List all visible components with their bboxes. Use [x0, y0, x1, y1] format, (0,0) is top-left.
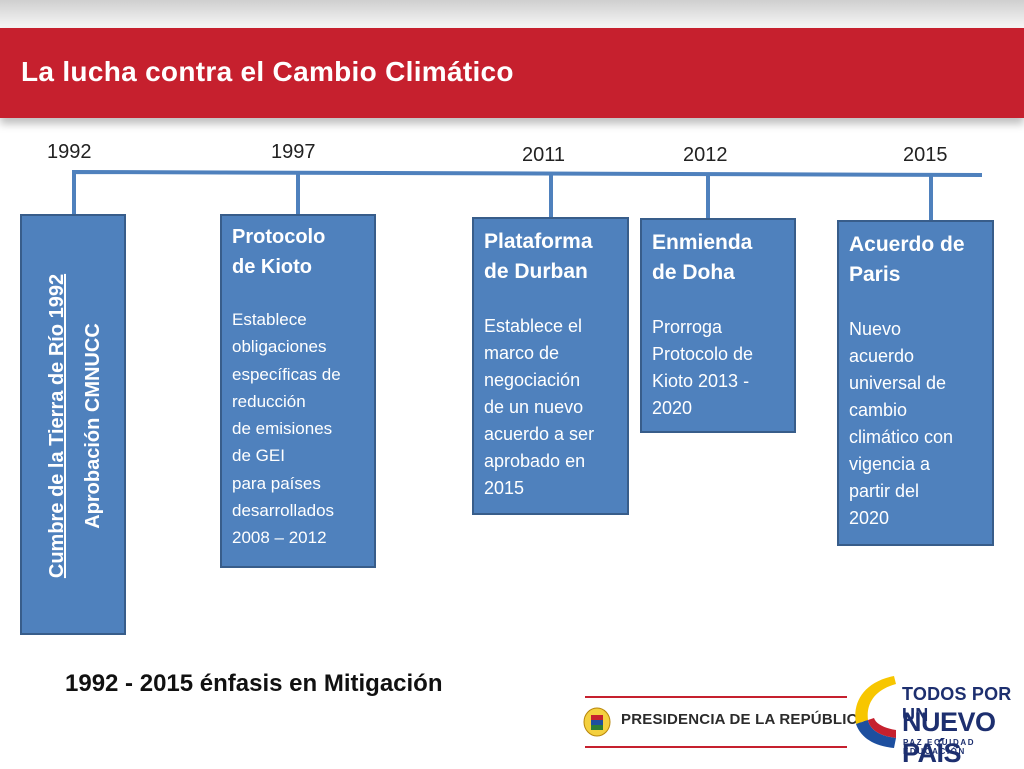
event-2011-title: Plataforma de Durban [484, 230, 593, 283]
logo-tagline: PAZ EQUIDAD EDUCACIÓN [903, 738, 976, 756]
emphasis-caption: 1992 - 2015 énfasis en Mitigación [65, 670, 443, 697]
logo-line-2: NUEVO PAÍS [902, 707, 996, 768]
event-1992-text: Cumbre de la Tierra de Río 1992 Aprobaci… [39, 226, 111, 626]
logo-line-1: TODOS POR UN [902, 684, 1012, 725]
footer-rule-bottom [585, 746, 847, 748]
nuevo-pais-logo-icon [855, 676, 896, 748]
year-1992: 1992 [47, 141, 92, 163]
event-box-2012: Enmienda de Doha Prorroga Protocolo de K… [640, 218, 796, 433]
coat-of-arms-icon [583, 707, 611, 737]
event-1992-title: Cumbre de la Tierra de Río 1992 [46, 273, 68, 579]
presidencia-label: PRESIDENCIA DE LA REPÚBLICA [621, 711, 869, 728]
page-title: La lucha contra el Cambio Climático [21, 56, 514, 87]
year-1997: 1997 [271, 141, 316, 163]
event-box-1992: Cumbre de la Tierra de Río 1992 Aprobaci… [20, 214, 126, 635]
footer-rule-top [585, 696, 847, 698]
timeline-line [72, 169, 983, 215]
event-2011-description: Establece el marco de negociación de un … [484, 316, 595, 498]
year-2015: 2015 [903, 144, 948, 166]
event-box-2015: Acuerdo de Paris Nuevo acuerdo universal… [837, 220, 994, 546]
event-2015-description: Nuevo acuerdo universal de cambio climát… [849, 319, 954, 528]
event-1992-subtitle: Aprobación CMNUCC [82, 323, 104, 529]
title-banner: La lucha contra el Cambio Climático [0, 28, 1024, 118]
event-2015-title: Acuerdo de Paris [849, 233, 965, 286]
event-box-2011: Plataforma de Durban Establece el marco … [472, 217, 629, 515]
event-2012-description: Prorroga Protocolo de Kioto 2013 - 2020 [652, 317, 754, 418]
event-1997-title: Protocolo de Kioto [232, 226, 326, 278]
event-1997-description: Establece obligaciones específicas de re… [232, 310, 341, 548]
year-2012: 2012 [683, 144, 728, 166]
event-box-1997: Protocolo de Kioto Establece obligacione… [220, 214, 376, 568]
year-2011: 2011 [522, 144, 566, 166]
event-2012-title: Enmienda de Doha [652, 231, 753, 284]
